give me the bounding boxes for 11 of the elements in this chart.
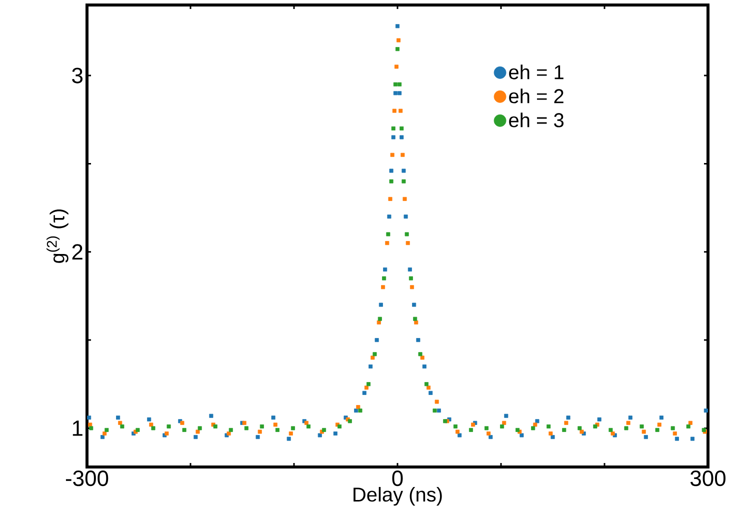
x-axis-title: Delay (ns) [354, 486, 442, 506]
legend-label: eh = 1 [509, 64, 564, 80]
x-tick-label: 0 [392, 470, 403, 486]
x-tick-label: 300 [690, 470, 726, 486]
x-tick-label: -300 [66, 470, 108, 486]
y-tick-label: 2 [72, 244, 82, 260]
y-tick-label: 3 [72, 68, 83, 84]
legend-label: eh = 3 [509, 112, 564, 128]
y-tick-label: 1 [72, 420, 82, 436]
legend-label: eh = 2 [509, 88, 564, 104]
y-axis-title: g$^{(2)}$ (τ) [46, 209, 68, 263]
